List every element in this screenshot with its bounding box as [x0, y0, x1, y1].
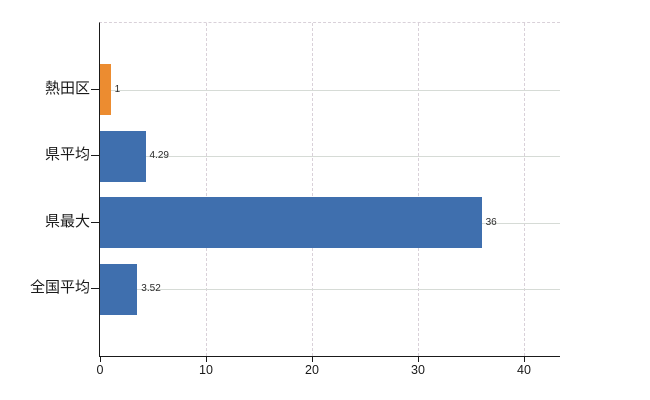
bar-県平均: [100, 131, 146, 182]
category-tick: [91, 89, 99, 90]
category-label-県平均: 県平均: [44, 146, 90, 163]
vertical-gridline-40: [523, 23, 525, 356]
vertical-gridline-20: [311, 23, 313, 356]
plot-area: 1 4.29 36 3.52: [99, 22, 560, 357]
vertical-gridline-10: [205, 23, 207, 356]
x-axis-tick: [100, 356, 101, 362]
value-label: 3.52: [141, 283, 161, 294]
x-axis-tick: [206, 356, 207, 362]
horizontal-gridline: [100, 289, 560, 290]
x-axis-tick: [524, 356, 525, 362]
horizontal-gridline: [100, 90, 560, 91]
x-axis-tick-label-30: 30: [411, 363, 425, 377]
x-axis-tick: [418, 356, 419, 362]
category-label-熱田区: 熱田区: [44, 80, 90, 97]
horizontal-gridline: [100, 156, 560, 157]
category-tick: [91, 222, 99, 223]
x-axis-tick-label-40: 40: [517, 363, 531, 377]
x-axis-tick-label-20: 20: [305, 363, 319, 377]
x-axis-tick-label-10: 10: [199, 363, 213, 377]
value-label: 36: [485, 217, 497, 228]
category-tick: [91, 155, 99, 156]
value-label: 1: [114, 84, 121, 95]
category-label-県最大: 県最大: [44, 213, 90, 230]
value-label: 4.29: [149, 150, 169, 161]
vertical-gridline-30: [417, 23, 419, 356]
bar-全国平均: [100, 264, 138, 315]
x-axis-tick-label-0: 0: [96, 363, 104, 377]
x-axis-tick: [312, 356, 313, 362]
bar-県最大: [100, 197, 482, 248]
bar-熱田区: [100, 64, 111, 115]
category-label-全国平均: 全国平均: [29, 279, 90, 296]
category-tick: [91, 288, 99, 289]
